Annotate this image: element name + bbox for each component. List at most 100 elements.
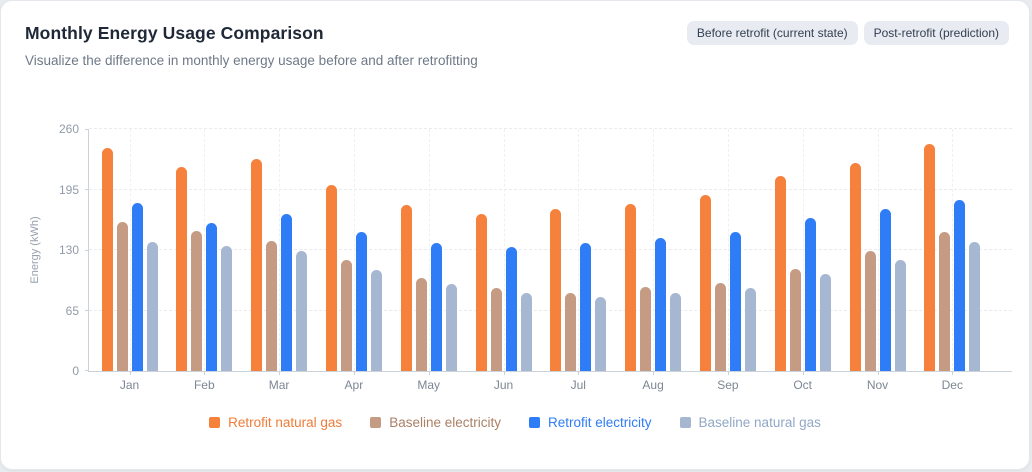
vertical-gridline: [279, 129, 281, 371]
x-tick-label-jun: Jun: [493, 378, 514, 392]
bar-baseline-natural-gas-sep[interactable]: [744, 288, 756, 371]
x-tick-mark: [802, 371, 804, 375]
bar-baseline-natural-gas-feb[interactable]: [221, 246, 233, 371]
bar-retrofit-natural-gas-feb[interactable]: [176, 167, 188, 371]
bar-retrofit-electricity-oct[interactable]: [804, 218, 816, 371]
legend-item-baseline-natural-gas[interactable]: Baseline natural gas: [679, 415, 821, 430]
y-tick-label: 130: [58, 243, 79, 257]
bar-retrofit-natural-gas-dec[interactable]: [924, 143, 936, 371]
bar-baseline-electricity-feb[interactable]: [191, 231, 203, 371]
bar-retrofit-natural-gas-sep[interactable]: [699, 195, 711, 371]
x-tick-label-aug: Aug: [642, 378, 664, 392]
before-retrofit-chip[interactable]: Before retrofit (current state): [686, 21, 858, 45]
bar-retrofit-electricity-jan[interactable]: [131, 203, 143, 371]
bar-baseline-electricity-mar[interactable]: [266, 240, 278, 371]
bar-group-dec: [924, 129, 981, 371]
bar-baseline-electricity-apr[interactable]: [340, 260, 352, 371]
vertical-gridline: [802, 129, 804, 371]
legend-swatch: [528, 417, 540, 429]
x-tick-mark: [653, 371, 655, 375]
horizontal-gridline: [89, 188, 1012, 190]
vertical-gridline: [727, 129, 729, 371]
x-tick-mark: [727, 371, 729, 375]
bar-retrofit-electricity-nov[interactable]: [879, 209, 891, 371]
vertical-gridline: [578, 129, 580, 371]
bar-baseline-natural-gas-jul[interactable]: [595, 297, 607, 371]
bar-group-oct: [774, 129, 831, 371]
y-tick-label: 0: [72, 364, 79, 378]
x-tick-mark: [204, 371, 206, 375]
post-retrofit-chip[interactable]: Post-retrofit (prediction): [863, 21, 1009, 45]
bar-baseline-electricity-jan[interactable]: [116, 222, 128, 371]
y-tick-mark: [85, 128, 89, 130]
bar-baseline-electricity-aug[interactable]: [640, 287, 652, 371]
bar-retrofit-electricity-dec[interactable]: [954, 199, 966, 371]
bar-baseline-electricity-dec[interactable]: [939, 232, 951, 371]
bar-baseline-natural-gas-jan[interactable]: [146, 241, 158, 371]
retrofit-state-chips: Before retrofit (current state) Post-ret…: [686, 21, 1009, 45]
bar-retrofit-natural-gas-may[interactable]: [400, 205, 412, 371]
bar-group-jun: [475, 129, 532, 371]
bar-retrofit-natural-gas-jun[interactable]: [475, 213, 487, 371]
bar-retrofit-natural-gas-jan[interactable]: [101, 147, 113, 371]
x-tick-mark: [353, 371, 355, 375]
bar-baseline-natural-gas-mar[interactable]: [296, 250, 308, 371]
bar-retrofit-natural-gas-oct[interactable]: [774, 176, 786, 371]
bar-baseline-electricity-nov[interactable]: [864, 250, 876, 371]
x-tick-mark: [503, 371, 505, 375]
bar-baseline-natural-gas-aug[interactable]: [670, 292, 682, 371]
bar-group-aug: [625, 129, 682, 371]
bar-retrofit-electricity-mar[interactable]: [281, 213, 293, 371]
bar-retrofit-natural-gas-jul[interactable]: [550, 209, 562, 371]
bar-retrofit-electricity-aug[interactable]: [655, 237, 667, 371]
vertical-gridline: [877, 129, 879, 371]
bar-group-nov: [849, 129, 906, 371]
bar-retrofit-electricity-jul[interactable]: [580, 242, 592, 371]
bar-retrofit-electricity-feb[interactable]: [206, 223, 218, 371]
bar-baseline-natural-gas-apr[interactable]: [370, 269, 382, 371]
bar-retrofit-natural-gas-aug[interactable]: [625, 204, 637, 371]
bar-baseline-electricity-jul[interactable]: [565, 292, 577, 371]
bar-retrofit-natural-gas-apr[interactable]: [325, 184, 337, 371]
bar-baseline-electricity-sep[interactable]: [714, 282, 726, 371]
bar-baseline-natural-gas-oct[interactable]: [819, 274, 831, 371]
bar-retrofit-electricity-may[interactable]: [430, 242, 442, 371]
legend-label: Baseline natural gas: [698, 415, 821, 430]
bar-baseline-natural-gas-jun[interactable]: [520, 292, 532, 371]
bar-retrofit-natural-gas-nov[interactable]: [849, 163, 861, 371]
page-subtitle: Visualize the difference in monthly ener…: [25, 53, 478, 68]
bar-baseline-natural-gas-nov[interactable]: [894, 260, 906, 371]
legend-item-retrofit-electricity[interactable]: Retrofit electricity: [528, 416, 652, 430]
bar-retrofit-electricity-jun[interactable]: [505, 247, 517, 371]
y-axis-title: Energy (kWh): [29, 216, 41, 284]
chart-legend: Retrofit natural gas Baseline electricity…: [1, 416, 1029, 430]
vertical-gridline: [952, 129, 954, 371]
y-tick-mark: [85, 310, 89, 311]
page-title: Monthly Energy Usage Comparison: [25, 23, 324, 43]
bar-retrofit-electricity-sep[interactable]: [729, 232, 741, 371]
vertical-gridline: [428, 129, 430, 371]
y-tick-mark: [85, 189, 89, 190]
x-tick-label-oct: Oct: [793, 378, 813, 392]
legend-item-baseline-electricity[interactable]: Baseline electricity: [370, 416, 501, 430]
legend-label: Baseline electricity: [389, 415, 501, 430]
x-tick-mark: [129, 371, 131, 375]
bar-retrofit-electricity-apr[interactable]: [355, 232, 367, 371]
bar-group-mar: [251, 129, 308, 371]
vertical-gridline: [353, 129, 355, 371]
vertical-gridline: [503, 129, 505, 371]
x-tick-mark: [877, 371, 879, 375]
y-tick-label: 260: [58, 122, 79, 136]
x-tick-mark: [952, 371, 954, 375]
legend-item-retrofit-natural-gas[interactable]: Retrofit natural gas: [209, 416, 342, 430]
bar-baseline-electricity-may[interactable]: [415, 277, 427, 371]
bar-retrofit-natural-gas-mar[interactable]: [251, 158, 263, 371]
x-tick-label-apr: Apr: [344, 378, 364, 392]
bar-baseline-natural-gas-dec[interactable]: [969, 241, 981, 371]
bar-baseline-electricity-jun[interactable]: [490, 288, 502, 371]
bar-baseline-natural-gas-may[interactable]: [445, 283, 457, 371]
x-tick-label-dec: Dec: [941, 378, 963, 392]
legend-swatch: [679, 417, 691, 429]
bar-baseline-electricity-oct[interactable]: [789, 268, 801, 371]
